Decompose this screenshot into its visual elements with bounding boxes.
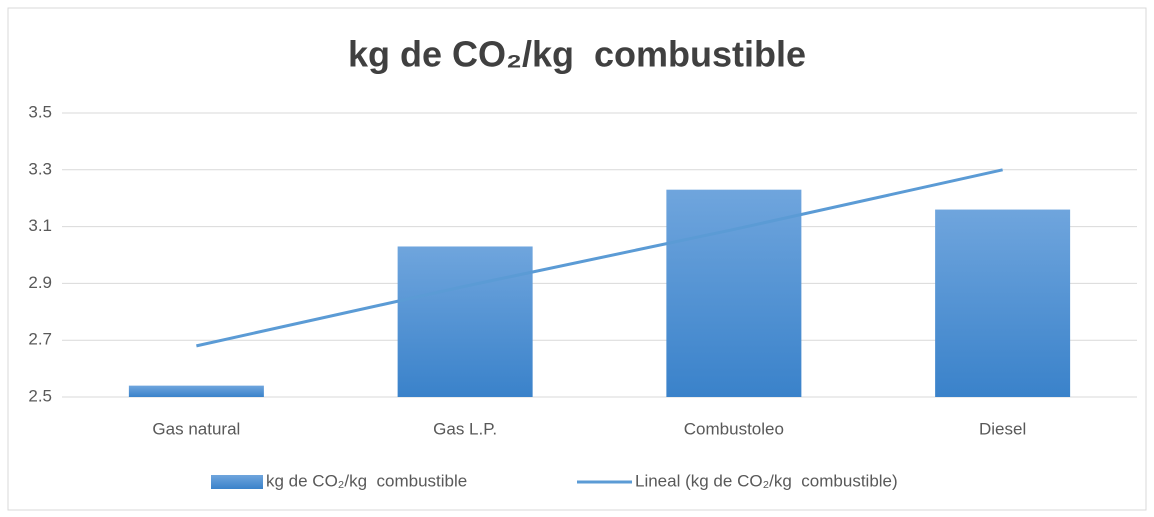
y-tick-label: 2.5 bbox=[28, 386, 52, 405]
legend-swatch bbox=[211, 475, 263, 489]
trend-line bbox=[196, 168, 1003, 348]
y-tick-label: 3.5 bbox=[28, 102, 52, 121]
y-tick-label: 3.1 bbox=[28, 216, 52, 235]
x-tick-label: Gas L.P. bbox=[433, 419, 497, 438]
chart-title: kg de CO₂/kg combustible bbox=[348, 34, 806, 75]
x-tick-label: Combustoleo bbox=[684, 419, 784, 438]
legend-label: kg de CO₂/kg combustible bbox=[266, 471, 467, 490]
x-tick-label: Diesel bbox=[979, 419, 1026, 438]
bar bbox=[397, 246, 533, 397]
bar bbox=[666, 189, 802, 397]
y-tick-label: 3.3 bbox=[28, 159, 52, 178]
y-tick-label: 2.9 bbox=[28, 273, 52, 292]
y-tick-label: 2.7 bbox=[28, 330, 52, 349]
x-tick-label: Gas natural bbox=[152, 419, 240, 438]
bar bbox=[128, 385, 264, 397]
legend-label: Lineal (kg de CO₂/kg combustible) bbox=[635, 471, 898, 490]
bar bbox=[935, 209, 1071, 397]
